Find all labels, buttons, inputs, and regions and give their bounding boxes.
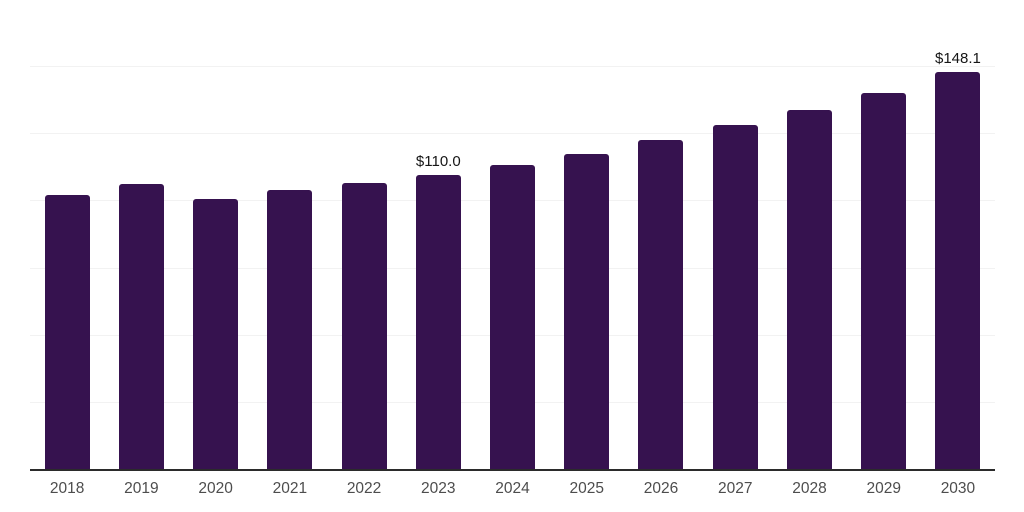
x-axis-tick-label: 2018 (49, 480, 85, 497)
x-axis-tick-label: 2029 (866, 480, 901, 497)
x-axis-tick-label: 2030 (940, 480, 976, 497)
bar-2022 (341, 182, 387, 470)
bar-group: $148.1 (921, 51, 995, 470)
x-axis-tick-label: 2024 (495, 480, 530, 497)
gridline (30, 66, 995, 68)
bar-2023 (415, 174, 461, 470)
bar-2021 (267, 189, 313, 470)
bar-group (698, 125, 772, 470)
x-axis-tick-label: 2023 (421, 480, 456, 497)
x-axis-tick-label: 2020 (198, 480, 233, 497)
bar-group (327, 182, 401, 470)
bar-group (772, 109, 846, 470)
bars-row: $110.0 $148.1 (30, 0, 995, 470)
bar-2027 (712, 125, 758, 470)
bar-group (30, 195, 104, 470)
x-axis-line (30, 469, 995, 471)
bar-value-label: $148.1 (934, 50, 981, 68)
x-axis-tick-label: 2022 (346, 480, 382, 497)
x-axis-tick-label: 2019 (124, 480, 159, 497)
plot-area: $110.0 $148.1 (30, 0, 995, 471)
bar-2024 (490, 165, 536, 470)
bar-2025 (564, 153, 610, 470)
bar-group (475, 165, 549, 470)
gridline (30, 133, 995, 135)
bar-2019 (118, 183, 164, 470)
x-axis-tick-label: 2021 (272, 480, 308, 497)
bar-2026 (638, 140, 684, 470)
x-axis-tick-label: 2028 (792, 480, 827, 497)
bar-2028 (786, 109, 832, 470)
bar-group (104, 183, 178, 470)
bar-group: $110.0 (401, 154, 475, 470)
bar-group (550, 153, 624, 470)
x-axis-tick-label: 2026 (643, 480, 679, 497)
bar-2029 (861, 92, 907, 470)
bar-2018 (44, 195, 90, 470)
bar-value-label: $110.0 (415, 152, 461, 170)
bar-2030 (935, 72, 981, 470)
bar-group (624, 140, 698, 470)
x-axis-tick-label: 2027 (717, 480, 753, 497)
bar-2020 (193, 198, 239, 470)
x-axis-tick-label: 2025 (569, 480, 604, 497)
bar-group (178, 198, 252, 470)
bar-group (253, 189, 327, 470)
bar-group (847, 92, 921, 470)
x-axis-tick-labels: 2018 2019 2020 2021 2022 2023 2024 2025 2026 2027… (30, 478, 995, 500)
